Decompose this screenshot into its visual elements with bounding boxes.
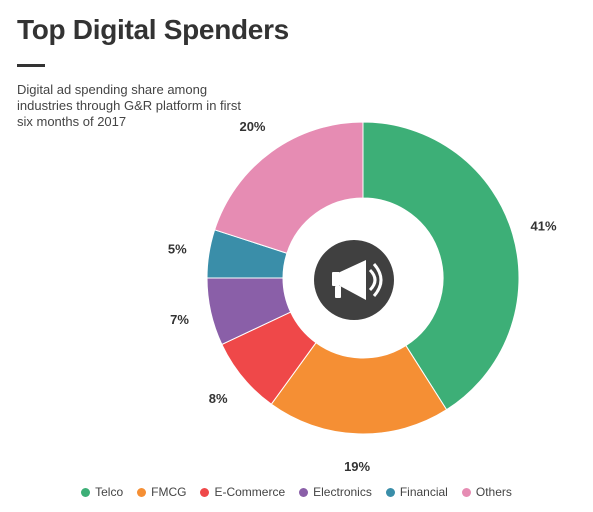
title-underline xyxy=(17,64,45,67)
legend-item-e-commerce: E-Commerce xyxy=(200,485,285,499)
data-label-financial: 5% xyxy=(168,242,187,257)
data-label-fmcg: 19% xyxy=(344,459,370,474)
chart-subtitle: Digital ad spending share among industri… xyxy=(17,82,241,129)
legend-label: E-Commerce xyxy=(214,485,286,499)
legend-swatch xyxy=(299,487,309,497)
data-label-others: 20% xyxy=(239,119,265,134)
legend-item-telco: Telco xyxy=(81,485,123,499)
legend-item-financial: Financial xyxy=(385,485,448,499)
megaphone-icon xyxy=(332,260,383,300)
legend-label: FMCG xyxy=(151,485,187,499)
legend-swatch xyxy=(461,487,471,497)
legend-item-others: Others xyxy=(461,485,512,499)
legend-label: Others xyxy=(475,485,512,499)
donut-slices xyxy=(206,121,520,435)
data-label-telco: 41% xyxy=(531,219,557,234)
legend-item-electronics: Electronics xyxy=(299,485,372,499)
chart-title: Top Digital Spenders xyxy=(17,14,289,45)
legend-label: Financial xyxy=(399,485,448,499)
slice-telco xyxy=(362,121,520,411)
data-label-electronics: 7% xyxy=(170,312,189,327)
data-label-e-commerce: 8% xyxy=(209,391,228,406)
legend-swatch xyxy=(200,487,210,497)
donut-labels: 41% 19% 8% 7% 5% 20% xyxy=(168,119,557,474)
legend-swatch xyxy=(385,487,395,497)
legend-item-fmcg: FMCG xyxy=(137,485,186,499)
legend-label: Electronics xyxy=(313,485,372,499)
chart-legend: Telco FMCG E-Commerce Electronics Financial O… xyxy=(0,485,593,499)
donut-chart: 41% 19% 8% 7% 5% 20% xyxy=(168,119,557,474)
slice-others xyxy=(214,121,364,254)
legend-swatch xyxy=(81,487,91,497)
slice-fmcg xyxy=(270,342,448,435)
legend-swatch xyxy=(137,487,147,497)
legend-label: Telco xyxy=(95,485,124,499)
